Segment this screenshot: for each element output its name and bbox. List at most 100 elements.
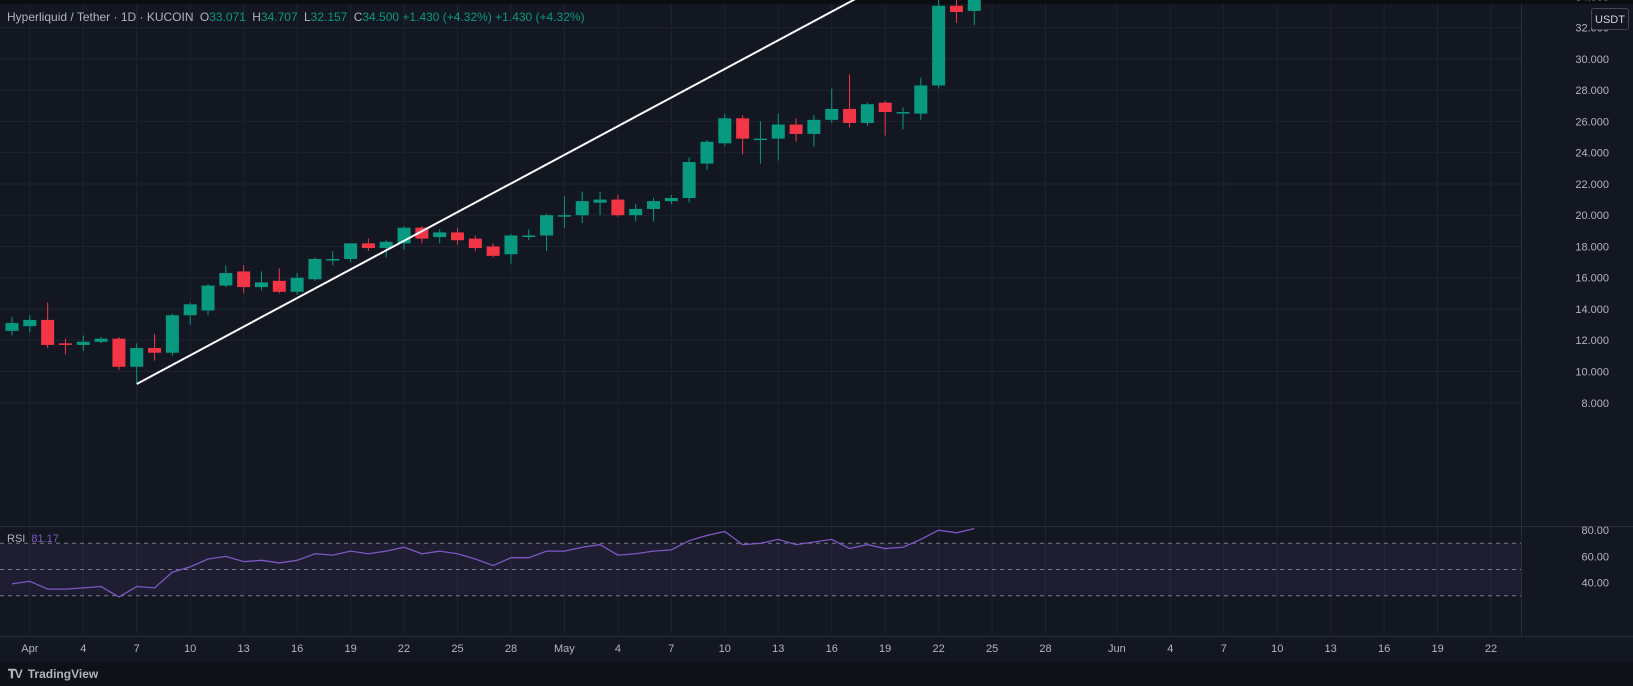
time-tick-label: 13 xyxy=(772,643,784,655)
time-tick-label: 22 xyxy=(398,643,410,655)
price-tick-label: 24.000 xyxy=(1575,148,1609,160)
candle-up[interactable] xyxy=(94,338,108,342)
candle-up[interactable] xyxy=(201,285,215,311)
candle-up[interactable] xyxy=(165,315,179,353)
candle-up[interactable] xyxy=(254,282,268,288)
rsi-line[interactable] xyxy=(11,528,975,598)
candle-up[interactable] xyxy=(593,199,607,203)
candle-up[interactable] xyxy=(522,235,536,238)
symbol-legend: Hyperliquid / Tether · 1D · KUCOIN O33.0… xyxy=(7,10,585,24)
candle-down[interactable] xyxy=(878,102,892,113)
price-tick-label: 28.000 xyxy=(1575,85,1609,97)
candle-up[interactable] xyxy=(896,112,910,114)
candle-up[interactable] xyxy=(308,258,322,280)
candle-up[interactable] xyxy=(932,5,946,86)
candle-up[interactable] xyxy=(700,141,714,164)
time-tick-label: 28 xyxy=(1039,643,1051,655)
candle-down[interactable] xyxy=(468,238,482,249)
time-tick-label: 19 xyxy=(344,643,356,655)
high-label: H xyxy=(252,10,261,24)
candle-up[interactable] xyxy=(860,104,874,123)
candle-down[interactable] xyxy=(415,227,429,239)
rsi-tick-label: 80.00 xyxy=(1581,525,1609,537)
candle-up[interactable] xyxy=(183,304,197,316)
candle-down[interactable] xyxy=(272,280,286,292)
high-value: 34.707 xyxy=(260,10,298,24)
time-tick-label: 7 xyxy=(1221,643,1227,655)
candle-up[interactable] xyxy=(718,118,732,144)
candle-up[interactable] xyxy=(219,273,233,286)
candle-up[interactable] xyxy=(379,241,393,249)
candle-up[interactable] xyxy=(664,198,678,202)
candle-up[interactable] xyxy=(629,208,643,216)
price-tick-label: 8.000 xyxy=(1581,398,1609,410)
candle-up[interactable] xyxy=(130,348,144,367)
candle-up[interactable] xyxy=(647,201,661,209)
symbol-title[interactable]: Hyperliquid / Tether · 1D · KUCOIN xyxy=(7,10,194,24)
time-tick-label: 19 xyxy=(1431,643,1443,655)
candle-down[interactable] xyxy=(58,343,72,345)
low-label: L xyxy=(303,10,311,24)
candle-down[interactable] xyxy=(736,118,750,139)
candle-down[interactable] xyxy=(949,5,963,13)
price-tick-label: 20.000 xyxy=(1575,210,1609,222)
candle-down[interactable] xyxy=(41,319,55,345)
candle-down[interactable] xyxy=(237,271,251,288)
candle-up[interactable] xyxy=(753,138,767,141)
candle-down[interactable] xyxy=(486,246,500,256)
time-tick-label: 7 xyxy=(134,643,140,655)
price-tick-label: 30.000 xyxy=(1575,54,1609,66)
candle-up[interactable] xyxy=(914,85,928,114)
price-tick-label: 34.000 xyxy=(1575,0,1609,3)
candle-up[interactable] xyxy=(557,215,571,217)
candle-up[interactable] xyxy=(433,232,447,238)
change-value: +1.430 (+4.32%) xyxy=(402,10,492,24)
candle-up[interactable] xyxy=(967,0,981,11)
time-tick-label: Apr xyxy=(21,643,38,655)
candle-down[interactable] xyxy=(148,348,162,353)
candle-up[interactable] xyxy=(575,201,589,216)
candle-up[interactable] xyxy=(76,341,90,345)
close-label: C xyxy=(353,10,363,24)
candle-up[interactable] xyxy=(825,108,839,120)
candle-up[interactable] xyxy=(807,119,821,134)
top-bar xyxy=(0,0,1633,4)
bottom-bar xyxy=(0,662,1633,686)
low-value: 32.157 xyxy=(310,10,348,24)
open-label: O xyxy=(199,10,210,24)
candle-up[interactable] xyxy=(540,215,554,236)
time-tick-label: 25 xyxy=(986,643,998,655)
rsi-value: 81.17 xyxy=(31,533,59,545)
candle-down[interactable] xyxy=(451,232,464,241)
candle-down[interactable] xyxy=(843,108,857,123)
time-tick-label: 4 xyxy=(80,643,86,655)
candle-up[interactable] xyxy=(5,323,19,331)
candle-down[interactable] xyxy=(361,243,375,249)
candle-up[interactable] xyxy=(504,235,518,255)
candle-up[interactable] xyxy=(326,258,340,261)
currency-button[interactable]: USDT xyxy=(1591,8,1629,30)
candle-up[interactable] xyxy=(771,124,785,139)
rsi-legend: RSI 81.17 xyxy=(7,533,59,545)
price-tick-label: 18.000 xyxy=(1575,241,1609,253)
time-tick-label: 16 xyxy=(826,643,838,655)
time-tick-label: 16 xyxy=(291,643,303,655)
time-tick-label: 10 xyxy=(719,643,731,655)
candle-down[interactable] xyxy=(789,124,803,134)
time-tick-label: 10 xyxy=(184,643,196,655)
candle-down[interactable] xyxy=(112,338,126,367)
tradingview-logo-icon: 𝐓V xyxy=(8,667,23,681)
candle-up[interactable] xyxy=(682,162,696,199)
rsi-title[interactable]: RSI xyxy=(7,533,26,545)
candle-down[interactable] xyxy=(611,199,625,216)
open-value: 33.071 xyxy=(209,10,246,24)
candle-up[interactable] xyxy=(344,243,358,259)
candle-up[interactable] xyxy=(290,277,304,292)
tradingview-logo[interactable]: 𝐓V TradingView xyxy=(8,667,98,682)
time-tick-label: Jun xyxy=(1108,643,1126,655)
candle-up[interactable] xyxy=(23,319,37,327)
ascending-trendline[interactable] xyxy=(136,0,957,385)
rsi-tick-label: 60.00 xyxy=(1581,551,1609,563)
